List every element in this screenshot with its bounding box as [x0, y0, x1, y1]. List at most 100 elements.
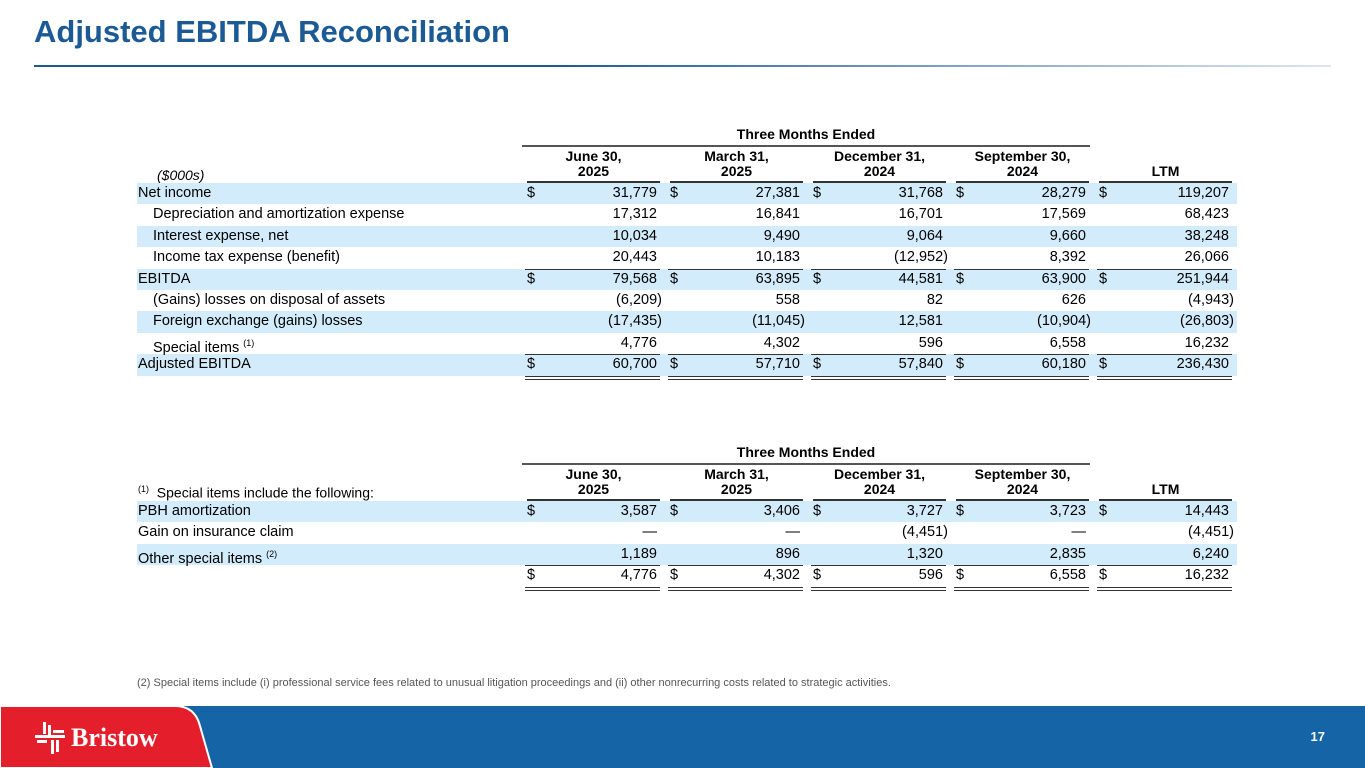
cell-value: 12,581	[898, 313, 943, 330]
cell-value: 60,700	[612, 356, 657, 373]
column-header-line: September 30,	[974, 148, 1071, 164]
bristow-logo: Bristow	[35, 722, 158, 754]
column-header-line: 2025	[720, 163, 753, 179]
value-cell: 626	[951, 290, 1094, 311]
value-cell: $3,406	[665, 501, 808, 522]
cell-value: 9,660	[1049, 227, 1086, 244]
cell-value: (4,451)	[1188, 524, 1234, 541]
cell-value: 1,320	[906, 545, 943, 562]
value-cell: 10,183	[665, 247, 808, 268]
cell-value: 9,490	[763, 227, 800, 244]
row-label-text: Gain on insurance claim	[138, 524, 294, 541]
table-row: Adjusted EBITDA $60,700 $57,710 $57,840 $60,…	[137, 354, 1237, 380]
cell-value: —	[1071, 524, 1087, 541]
dollar-sign: $	[956, 567, 965, 584]
cell-value: 4,302	[763, 334, 800, 351]
value-cell: 17,569	[951, 204, 1094, 225]
table-row: (Gains) losses on disposal of assets (6,2…	[137, 290, 1237, 311]
cell-value: 4,302	[763, 567, 800, 584]
cell-value: 896	[775, 545, 800, 562]
value-cell: $596	[808, 565, 951, 592]
row-label-text: Income tax expense (benefit)	[153, 249, 340, 266]
cell-value: 79,568	[612, 270, 657, 287]
value-cell: —	[522, 522, 665, 543]
row-label-text: EBITDA	[138, 270, 191, 287]
table-row: Interest expense, net 10,034 9,490 9,064 9,6…	[137, 225, 1237, 248]
value-cell: $4,776	[522, 565, 665, 592]
column-header-line: March 31,	[704, 466, 769, 482]
value-cell: 4,776	[522, 333, 665, 354]
row-label: Other special items (2)	[137, 544, 522, 567]
value-cell: 6,558	[951, 333, 1094, 354]
cell-value: 6,558	[1049, 334, 1086, 351]
table-row: Depreciation and amortization expense 17,…	[137, 204, 1237, 225]
row-label: Adjusted EBITDA	[137, 354, 522, 375]
page-number: 17	[1310, 729, 1325, 744]
cell-value: 3,406	[763, 503, 800, 519]
row-label: Income tax expense (benefit)	[137, 247, 522, 268]
row-label: Net income	[137, 183, 522, 204]
footnote-marker: (1)	[138, 484, 149, 495]
dollar-sign: $	[956, 270, 965, 287]
value-cell: 68,423	[1094, 204, 1237, 225]
dollar-sign: $	[813, 356, 822, 373]
dollar-sign: $	[670, 270, 679, 287]
unit-label: Special items include the following:	[156, 485, 374, 501]
column-header-line: September 30,	[974, 466, 1071, 482]
dollar-sign: $	[1099, 356, 1108, 373]
value-cell: (4,943)	[1094, 290, 1237, 311]
value-cell: (11,045)	[665, 311, 808, 332]
value-cell: 16,232	[1094, 333, 1237, 354]
value-cell: $57,840	[808, 354, 951, 380]
row-label: Special items (1)	[137, 333, 522, 356]
column-header: March 31, 2025	[665, 466, 808, 501]
column-header: June 30, 2025	[522, 149, 665, 183]
cell-value: 28,279	[1041, 185, 1086, 201]
column-header-line: March 31,	[704, 148, 769, 164]
column-header: September 30, 2024	[951, 148, 1094, 183]
cell-value: 596	[918, 334, 943, 351]
value-cell: $3,723	[951, 501, 1094, 522]
cell-value: —	[642, 524, 658, 541]
dollar-sign: $	[527, 567, 536, 584]
row-label: Depreciation and amortization expense	[137, 204, 522, 225]
column-headers: (1) Special items include the following:…	[137, 466, 1237, 501]
table-row: Other special items (2) 1,189 896 1,320 2,83…	[137, 543, 1237, 567]
cell-value: 26,066	[1184, 249, 1229, 266]
cell-value: 9,064	[906, 227, 943, 244]
cell-value: 1,189	[620, 545, 657, 562]
cell-value: (6,209)	[616, 291, 662, 308]
value-cell: 26,066	[1094, 247, 1237, 268]
value-cell: 1,189	[522, 544, 665, 565]
value-cell: $251,944	[1094, 268, 1237, 290]
value-cell: 38,248	[1094, 226, 1237, 247]
value-cell: $44,581	[808, 268, 951, 290]
value-cell: $236,430	[1094, 354, 1237, 380]
value-cell: 2,835	[951, 544, 1094, 565]
cell-value: 57,840	[898, 356, 943, 373]
value-cell: $79,568	[522, 268, 665, 290]
value-cell: —	[665, 522, 808, 543]
cell-value: 4,776	[620, 334, 657, 351]
cell-value: 6,558	[1049, 567, 1086, 584]
row-label	[137, 565, 522, 586]
dollar-sign: $	[956, 185, 965, 201]
value-cell: 10,034	[522, 226, 665, 247]
row-label-text: Interest expense, net	[153, 227, 289, 244]
logo-mark-icon	[35, 722, 65, 754]
cell-value: 31,768	[898, 185, 943, 201]
table-row: $4,776 $4,302 $596 $6,558 $16,232	[137, 565, 1237, 592]
cell-value: (10,904)	[1036, 313, 1091, 330]
column-header-line: LTM	[1151, 163, 1180, 179]
column-header-line: LTM	[1151, 481, 1180, 497]
value-cell: $63,895	[665, 268, 808, 290]
row-label-text: Special items	[153, 339, 240, 356]
column-headers: ($000s) June 30, 2025 March 31, 2025 Decembe…	[137, 148, 1237, 183]
group-header: Three Months Ended	[522, 126, 1090, 147]
dollar-sign: $	[527, 270, 536, 287]
dollar-sign: $	[956, 503, 965, 519]
value-cell: $14,443	[1094, 501, 1237, 522]
value-cell: (12,952)	[808, 247, 951, 268]
logo-text: Bristow	[71, 723, 158, 752]
cell-value: (26,803)	[1179, 313, 1234, 330]
